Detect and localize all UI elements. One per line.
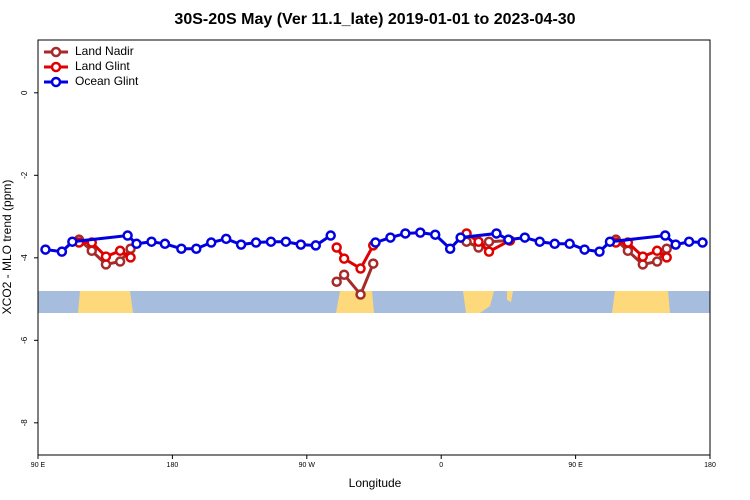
map-land — [507, 291, 513, 302]
point — [355, 263, 366, 274]
point — [604, 236, 616, 247]
point — [86, 245, 98, 257]
point — [355, 289, 366, 300]
point — [338, 269, 350, 280]
point — [159, 238, 171, 250]
map-land — [336, 291, 374, 313]
point — [473, 236, 484, 247]
point — [579, 244, 590, 255]
point — [549, 238, 560, 250]
point — [131, 238, 142, 250]
point — [338, 253, 350, 264]
point — [483, 236, 495, 247]
map-land — [463, 291, 494, 313]
point — [651, 256, 663, 267]
point — [40, 244, 51, 255]
x-axis-label: Longitude — [349, 476, 402, 490]
map-land — [78, 291, 133, 313]
point — [235, 239, 247, 250]
map-land — [612, 291, 670, 313]
y-axis-label: XCO2 - MLO trend (ppm) — [0, 180, 14, 315]
point — [670, 239, 681, 250]
point — [622, 245, 634, 257]
point — [310, 240, 322, 251]
point — [661, 243, 672, 254]
point — [491, 228, 502, 239]
point — [503, 234, 514, 245]
point — [146, 236, 157, 247]
point — [191, 243, 202, 254]
point — [368, 258, 379, 269]
y-tick-label: -4 — [20, 254, 29, 262]
legend-marker — [50, 61, 62, 73]
point — [265, 236, 277, 247]
point — [444, 243, 456, 254]
legend-marker — [50, 76, 62, 88]
legend-label: Land Nadir — [75, 44, 134, 58]
point — [205, 237, 217, 248]
legend-label: Ocean Glint — [75, 74, 139, 88]
point — [220, 233, 232, 245]
point — [651, 245, 663, 257]
plot-frame — [37, 39, 711, 456]
legend-label: Land Glint — [75, 59, 130, 73]
point — [331, 242, 342, 253]
point — [114, 245, 126, 257]
point — [455, 232, 466, 243]
x-tick-label: 0 — [439, 462, 443, 469]
point — [534, 236, 546, 247]
point — [659, 230, 671, 241]
point — [400, 228, 411, 239]
point — [114, 256, 126, 267]
legend-marker — [50, 46, 62, 58]
y-tick-label: -8 — [20, 419, 29, 427]
point — [683, 236, 695, 247]
x-tick-label: 90 E — [568, 462, 583, 469]
x-tick-label: 180 — [704, 462, 716, 469]
x-tick-label: 180 — [167, 462, 179, 469]
point — [564, 238, 575, 250]
point — [385, 232, 396, 243]
point — [56, 246, 68, 257]
y-tick-label: -2 — [20, 171, 29, 179]
y-tick-label: 0 — [20, 90, 29, 95]
point — [637, 251, 649, 262]
point — [250, 237, 262, 248]
map-ocean — [38, 291, 710, 313]
y-tick-label: -6 — [20, 336, 29, 344]
point — [67, 236, 78, 247]
x-tick-label: 90 E — [31, 462, 46, 469]
x-tick-label: 90 W — [299, 462, 316, 469]
point — [483, 246, 495, 257]
chart-title: 30S-20S May (Ver 11.1_late) 2019-01-01 t… — [174, 11, 575, 28]
point — [122, 230, 133, 241]
point — [370, 237, 381, 248]
point — [697, 237, 708, 248]
point — [295, 239, 307, 250]
point — [594, 246, 605, 257]
point — [519, 232, 531, 243]
point — [325, 230, 336, 241]
point — [280, 236, 292, 247]
point — [429, 229, 441, 240]
point — [415, 227, 426, 238]
point — [661, 252, 672, 263]
point — [100, 251, 112, 262]
point — [125, 252, 136, 263]
point — [331, 276, 342, 287]
point — [176, 243, 187, 254]
